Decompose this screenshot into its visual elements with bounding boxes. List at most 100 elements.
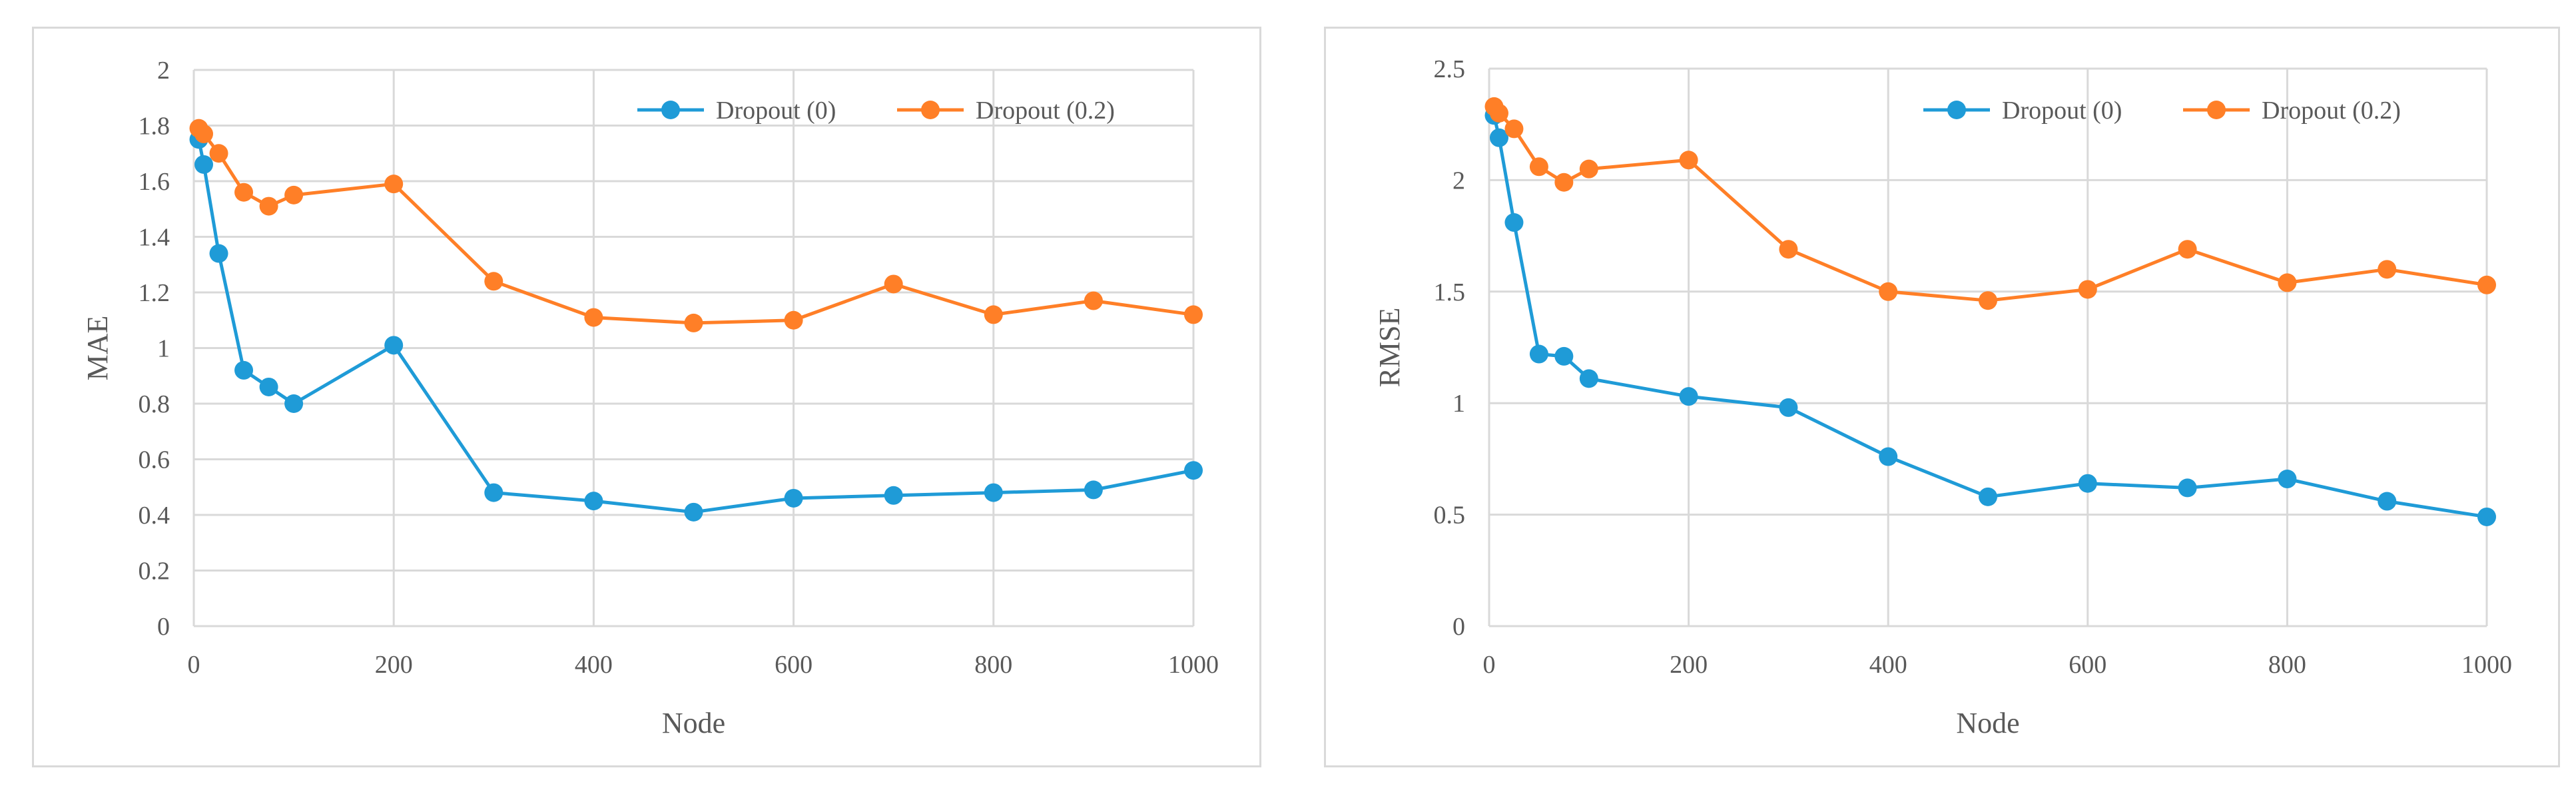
series-2-point xyxy=(234,183,254,202)
legend-label-1: Dropout (0) xyxy=(2002,97,2122,125)
x-tick-label: 200 xyxy=(375,651,413,679)
series-line-2 xyxy=(197,127,1194,325)
y-tick-label: 1.5 xyxy=(1434,278,1466,306)
mae-chart-panel: 0 0.2 0.4 0.6 0.8 1 1.2 1.4 1.6 1.8 2 0 200 400 600 800… xyxy=(32,27,1261,767)
legend-marker-2 xyxy=(921,101,940,119)
series-2-point xyxy=(1084,291,1103,310)
series-1-point xyxy=(684,502,703,522)
series-1-point xyxy=(1679,387,1698,406)
series-2-point xyxy=(259,197,278,216)
series-1-point xyxy=(259,377,278,396)
series-2-point xyxy=(1679,151,1698,170)
series-line-1 xyxy=(1492,115,2487,519)
series-1-point xyxy=(2378,492,2397,511)
x-tick-label: 400 xyxy=(1869,651,1907,679)
y-tick-label: 0.2 xyxy=(139,558,170,586)
y-axis-title: RMSE xyxy=(1373,308,1406,388)
legend-marker-1 xyxy=(1947,101,1966,119)
series-2-point xyxy=(1879,282,1898,301)
x-tick-label: 0 xyxy=(188,651,200,679)
y-tick-label: 0.4 xyxy=(139,502,170,530)
series-2-point xyxy=(484,272,503,291)
x-tick-label: 800 xyxy=(974,651,1012,679)
y-tick-label: 1.8 xyxy=(139,113,170,141)
series-2-point xyxy=(1779,240,1798,259)
series-2-point xyxy=(984,305,1003,324)
series-1-point xyxy=(1554,346,1574,366)
series-2-point xyxy=(1579,159,1598,179)
series-1-point xyxy=(784,488,803,508)
series-2-point xyxy=(584,308,603,327)
x-tick-label: 200 xyxy=(1670,651,1708,679)
series-1-point xyxy=(1529,344,1548,364)
y-tick-label: 0.5 xyxy=(1434,502,1466,530)
x-tick-label: 600 xyxy=(2069,651,2106,679)
x-tick-label: 600 xyxy=(775,651,812,679)
legend-marker-2 xyxy=(2207,101,2226,119)
series-1-point xyxy=(2178,478,2197,498)
x-tick-label: 1000 xyxy=(2461,651,2512,679)
series-1-point xyxy=(584,492,603,511)
series-2-point xyxy=(884,274,903,294)
series-2-point xyxy=(2178,240,2197,259)
y-tick-label: 1.2 xyxy=(139,279,170,307)
x-tick-label: 800 xyxy=(2268,651,2306,679)
rmse-chart: 0 0.5 1 1.5 2 2.5 0 200 400 600 800 1000 Node RMSE Dro… xyxy=(1373,55,2512,739)
series-2-point xyxy=(284,185,304,204)
series-1-point xyxy=(1579,369,1598,388)
series-2-point xyxy=(2278,273,2297,292)
series-1-point xyxy=(284,394,304,413)
series-1-point xyxy=(984,483,1003,502)
series-2-point xyxy=(209,144,228,163)
x-axis-title: Node xyxy=(1956,707,2019,739)
series-1-point xyxy=(884,486,903,505)
legend-label-2: Dropout (0.2) xyxy=(2262,97,2401,125)
legend-label-1: Dropout (0) xyxy=(716,97,836,125)
y-axis-title: MAE xyxy=(81,316,114,381)
x-tick-label: 1000 xyxy=(1168,651,1219,679)
y-tick-label: 1.4 xyxy=(139,224,170,252)
series-1-point xyxy=(2078,474,2097,493)
series-2-point xyxy=(1184,305,1203,324)
y-tick-label: 1.6 xyxy=(139,168,170,196)
series-2-point xyxy=(1554,173,1574,192)
series-1-point xyxy=(1879,447,1898,466)
y-tick-label: 0 xyxy=(157,613,170,641)
series-1-point xyxy=(1779,398,1798,417)
series-2-point xyxy=(2477,275,2496,294)
series-1-point xyxy=(194,155,214,174)
series-1-point xyxy=(2477,507,2496,526)
series-1-point xyxy=(1979,487,1997,506)
series-1-point xyxy=(1489,128,1508,147)
y-tick-label: 2.5 xyxy=(1434,55,1466,83)
y-tick-label: 1 xyxy=(157,335,170,363)
y-tick-label: 2 xyxy=(157,57,170,85)
series-1-point xyxy=(1184,461,1203,480)
y-tick-label: 1 xyxy=(1452,390,1465,418)
series-line-2 xyxy=(1492,105,2487,302)
legend-marker-1 xyxy=(661,101,680,119)
y-tick-label: 0 xyxy=(1452,613,1465,641)
series-2-point xyxy=(194,125,214,144)
series-2-point xyxy=(684,313,703,332)
y-tick-label: 2 xyxy=(1452,167,1465,195)
x-tick-label: 0 xyxy=(1483,651,1496,679)
series-2-point xyxy=(2078,280,2097,299)
y-tick-label: 0.6 xyxy=(139,446,170,474)
series-1-point xyxy=(484,483,503,502)
series-2-point xyxy=(384,175,404,194)
series-1-point xyxy=(1504,213,1524,232)
legend-label-2: Dropout (0.2) xyxy=(976,97,1115,125)
series-1-point xyxy=(1084,480,1103,500)
series-2-point xyxy=(784,310,803,330)
mae-chart: 0 0.2 0.4 0.6 0.8 1 1.2 1.4 1.6 1.8 2 0 200 400 600 800… xyxy=(81,57,1219,739)
series-1-point xyxy=(2278,470,2297,489)
series-2-point xyxy=(1504,119,1524,139)
rmse-chart-panel: 0 0.5 1 1.5 2 2.5 0 200 400 600 800 1000 Node RMSE Dro… xyxy=(1324,27,2560,767)
x-tick-label: 400 xyxy=(575,651,613,679)
series-2-point xyxy=(2378,260,2397,279)
series-1-point xyxy=(234,360,254,380)
series-1-point xyxy=(384,336,404,355)
x-axis-title: Node xyxy=(662,707,725,739)
y-tick-label: 0.8 xyxy=(139,390,170,418)
